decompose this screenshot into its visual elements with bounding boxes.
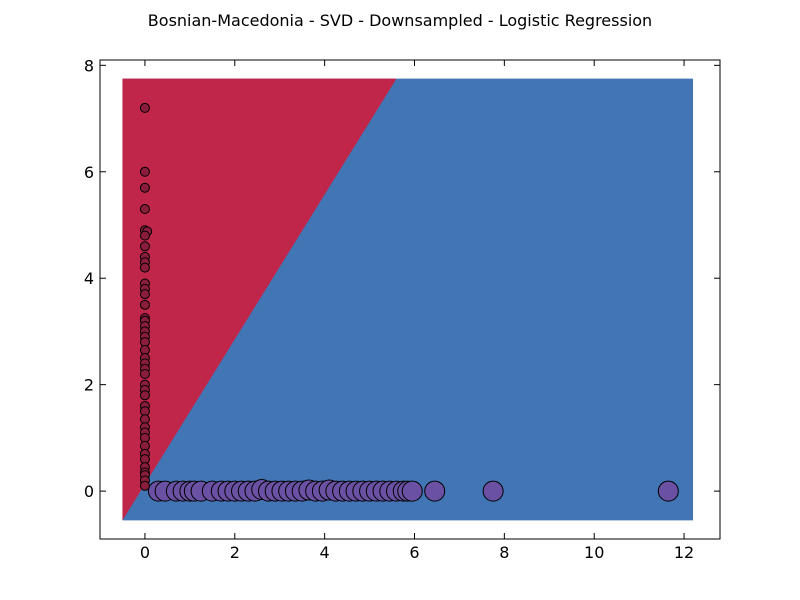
data-point — [139, 262, 150, 273]
data-point — [482, 480, 504, 502]
x-axis: 0 2 4 6 8 10 12 — [140, 60, 694, 562]
data-point — [139, 182, 150, 193]
series-1 — [139, 102, 153, 491]
y-tick-label: 6 — [84, 163, 94, 182]
series-2 — [147, 479, 679, 502]
data-point — [139, 241, 150, 252]
data-point — [139, 299, 150, 310]
decision-regions — [122, 78, 694, 521]
data-point — [139, 166, 150, 177]
x-tick-label: 6 — [409, 543, 419, 562]
data-point — [401, 480, 423, 502]
y-tick-label: 0 — [84, 482, 94, 501]
data-point — [139, 204, 150, 215]
x-tick-label: 8 — [499, 543, 509, 562]
chart-title: Bosnian-Macedonia - SVD - Downsampled - … — [148, 11, 652, 30]
x-tick-label: 10 — [584, 543, 604, 562]
data-point — [139, 369, 150, 380]
data-point — [657, 480, 679, 502]
data-point — [139, 230, 150, 241]
data-point — [424, 480, 446, 502]
y-tick-label: 4 — [84, 269, 94, 288]
data-point — [139, 480, 150, 491]
x-tick-label: 2 — [230, 543, 240, 562]
x-tick-label: 4 — [320, 543, 330, 562]
y-axis: 0 2 4 6 8 — [84, 56, 720, 501]
plot-frame — [99, 59, 721, 540]
data-point — [139, 390, 150, 401]
y-tick-label: 8 — [84, 56, 94, 75]
data-point — [139, 289, 150, 300]
x-tick-label: 0 — [140, 543, 150, 562]
data-point — [139, 102, 150, 113]
data-series — [139, 102, 679, 502]
x-tick-label: 12 — [674, 543, 694, 562]
y-tick-label: 2 — [84, 376, 94, 395]
region-left — [122, 78, 397, 521]
